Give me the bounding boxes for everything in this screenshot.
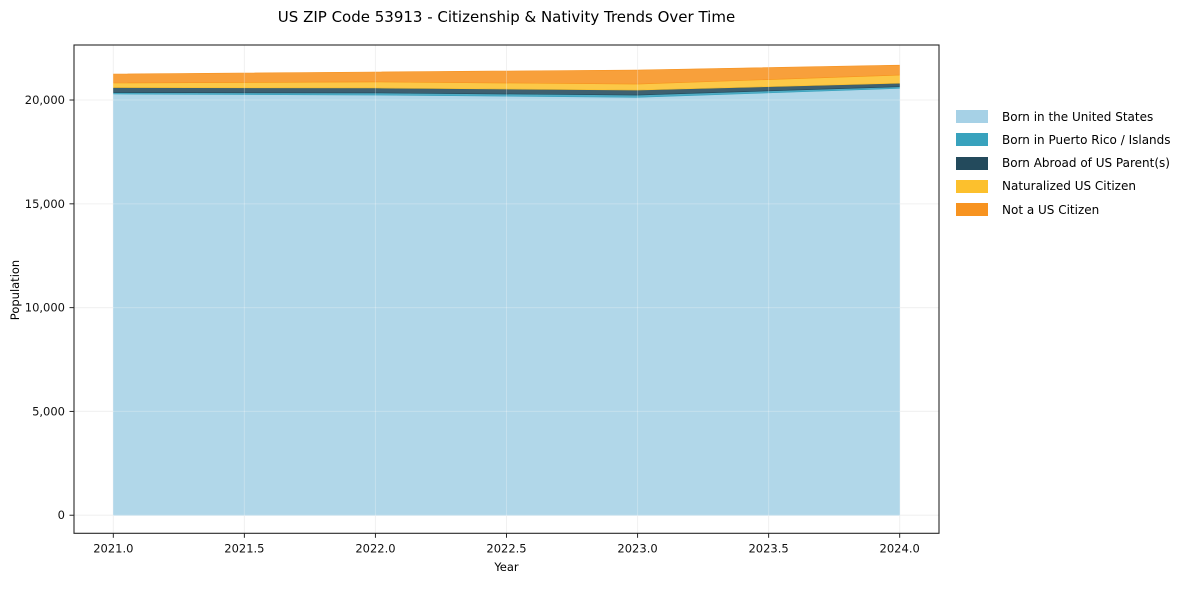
x-tick-label: 2021.5 (224, 541, 264, 555)
legend-swatch (956, 156, 988, 170)
x-tick-label: 2024.0 (880, 541, 920, 555)
y-tick-label: 0 (58, 508, 65, 522)
ticks-layer (69, 99, 901, 538)
y-tick-label: 15,000 (25, 197, 65, 211)
legend-item: Born in the United States (956, 109, 1171, 124)
legend-item: Not a US Citizen (956, 202, 1171, 217)
legend-item: Naturalized US Citizen (956, 179, 1171, 194)
y-axis-label: Population (8, 259, 22, 321)
tick-labels-layer: 2021.0 2021.5 2022.0 2022.5 2023.0 2023.5 2024… (25, 93, 920, 555)
legend-item: Born in Puerto Rico / Islands (956, 132, 1171, 147)
x-tick-label: 2022.5 (486, 541, 526, 555)
legend-label: Not a US Citizen (1002, 202, 1100, 217)
chart-title: US ZIP Code 53913 - Citizenship & Nativi… (277, 8, 736, 26)
areas-layer (113, 64, 900, 516)
legend-swatch (956, 110, 988, 123)
x-tick-label: 2023.5 (748, 541, 788, 555)
legend-swatch (956, 133, 988, 147)
legend-label: Born in Puerto Rico / Islands (1002, 132, 1171, 147)
x-tick-label: 2022.0 (355, 541, 395, 555)
y-tick-label: 20,000 (25, 93, 65, 107)
grid-overlay-layer (74, 45, 939, 534)
legend-label: Naturalized US Citizen (1002, 179, 1136, 194)
area-series-4 (113, 64, 900, 85)
x-tick-label: 2023.0 (617, 541, 657, 555)
y-tick-label: 5,000 (32, 404, 65, 418)
x-tick-label: 2021.0 (93, 541, 133, 555)
legend-label: Born in the United States (1002, 109, 1154, 124)
legend-swatch (956, 203, 988, 217)
legend-label: Born Abroad of US Parent(s) (1002, 156, 1170, 171)
legend: Born in the United States Born in Puerto … (956, 110, 1171, 226)
legend-item: Born Abroad of US Parent(s) (956, 156, 1171, 171)
x-axis-label: Year (494, 560, 519, 574)
legend-swatch (956, 179, 988, 193)
y-tick-label: 10,000 (25, 301, 65, 315)
